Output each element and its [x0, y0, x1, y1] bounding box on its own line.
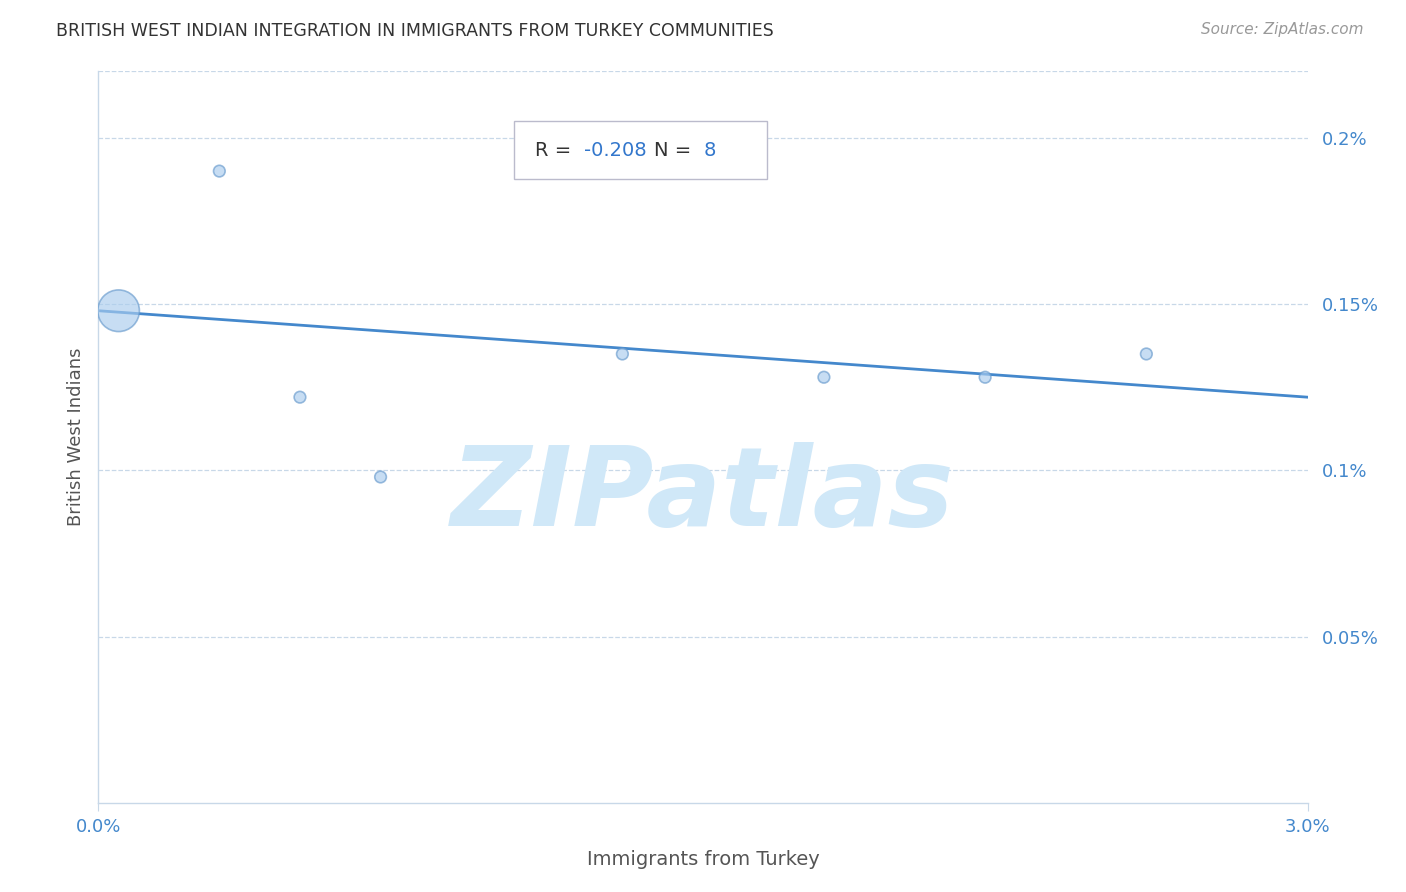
- Point: [370, 470, 392, 484]
- Point: [612, 347, 634, 361]
- Point: [974, 370, 997, 384]
- Text: -0.208: -0.208: [583, 141, 647, 160]
- Point: [208, 164, 231, 178]
- Y-axis label: British West Indians: British West Indians: [66, 348, 84, 526]
- Text: 8: 8: [703, 141, 716, 160]
- Text: Source: ZipAtlas.com: Source: ZipAtlas.com: [1201, 22, 1364, 37]
- Point: [107, 303, 129, 318]
- X-axis label: Immigrants from Turkey: Immigrants from Turkey: [586, 850, 820, 869]
- Point: [288, 390, 311, 404]
- Text: R =: R =: [534, 141, 576, 160]
- Point: [1135, 347, 1157, 361]
- Text: BRITISH WEST INDIAN INTEGRATION IN IMMIGRANTS FROM TURKEY COMMUNITIES: BRITISH WEST INDIAN INTEGRATION IN IMMIG…: [56, 22, 773, 40]
- Text: N =: N =: [654, 141, 697, 160]
- Text: ZIPatlas: ZIPatlas: [451, 442, 955, 549]
- Point: [813, 370, 835, 384]
